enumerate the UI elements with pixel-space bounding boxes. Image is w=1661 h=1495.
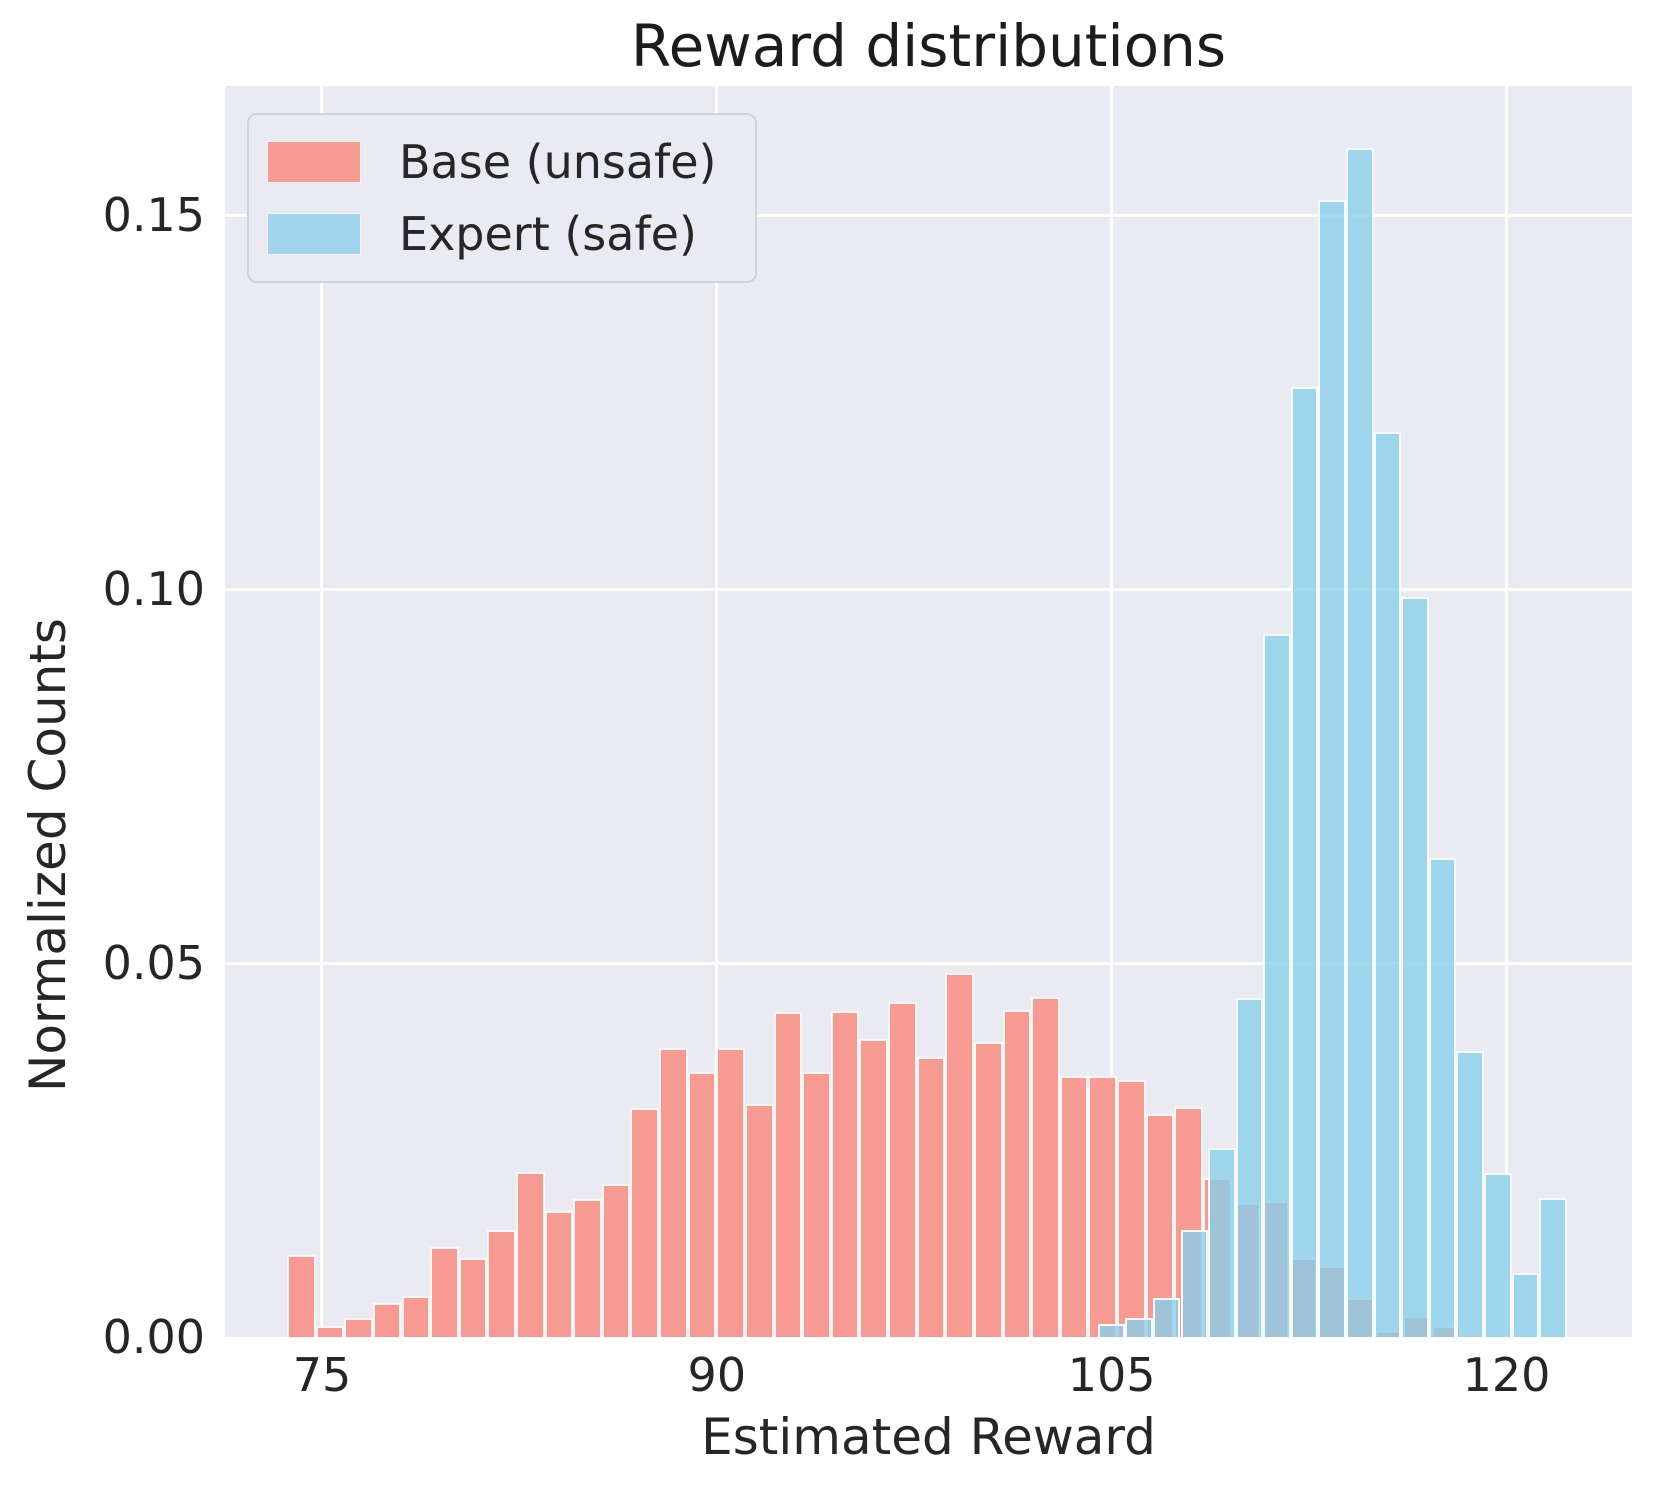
chart-title: Reward distributions bbox=[630, 12, 1227, 80]
legend-label-base: Base (unsafe) bbox=[399, 135, 717, 189]
histogram-bar-base bbox=[344, 1317, 373, 1337]
histogram-bar-base bbox=[430, 1246, 459, 1337]
histogram-bar-base bbox=[1088, 1075, 1118, 1337]
y-tick-label: 0.15 bbox=[102, 188, 205, 243]
histogram-bar-expert bbox=[1235, 998, 1264, 1337]
histogram-bar-expert bbox=[1290, 387, 1319, 1337]
legend-item-base: Base (unsafe) bbox=[267, 135, 717, 189]
base-series-swatch bbox=[267, 141, 361, 183]
histogram-bar-base bbox=[1031, 997, 1060, 1337]
legend-item-expert: Expert (safe) bbox=[267, 207, 717, 261]
y-tick-label: 0.05 bbox=[102, 936, 205, 990]
v-gridline bbox=[1505, 86, 1509, 1337]
histogram-bar-base bbox=[659, 1048, 688, 1337]
histogram-bar-expert bbox=[1152, 1298, 1181, 1337]
histogram-bar-base bbox=[401, 1295, 431, 1337]
histogram-bar-base bbox=[315, 1325, 345, 1337]
histogram-bar-expert bbox=[1346, 147, 1374, 1337]
y-tick-label: 0.10 bbox=[102, 562, 205, 617]
histogram-bar-expert bbox=[1456, 1051, 1484, 1337]
histogram-bar-base bbox=[1059, 1075, 1089, 1337]
histogram-bar-base bbox=[573, 1199, 602, 1337]
histogram-bar-base bbox=[1002, 1010, 1032, 1337]
histogram-bar-expert bbox=[1125, 1317, 1153, 1337]
h-gridline bbox=[225, 961, 1632, 965]
histogram-bar-expert bbox=[1539, 1197, 1567, 1337]
histogram-bar-expert bbox=[1263, 633, 1291, 1337]
y-axis-label: Normalized Counts bbox=[19, 618, 77, 1092]
histogram-bar-base bbox=[973, 1042, 1003, 1337]
x-tick-label: 120 bbox=[1462, 1348, 1551, 1402]
x-tick-label: 90 bbox=[687, 1348, 747, 1402]
histogram-bar-base bbox=[859, 1039, 889, 1337]
histogram-bar-base bbox=[1117, 1080, 1146, 1337]
histogram-bar-base bbox=[916, 1056, 946, 1337]
histogram-bar-expert bbox=[1318, 200, 1347, 1337]
histogram-bar-base bbox=[744, 1103, 774, 1337]
histogram-bar-base bbox=[601, 1184, 631, 1337]
legend-label-expert: Expert (safe) bbox=[399, 207, 697, 261]
histogram-bar-base bbox=[287, 1254, 316, 1337]
v-gridline bbox=[320, 86, 324, 1337]
histogram-bar-expert bbox=[1180, 1230, 1209, 1337]
histogram-bar-base bbox=[830, 1010, 860, 1337]
x-tick-label: 105 bbox=[1067, 1348, 1156, 1402]
h-gridline bbox=[225, 213, 1632, 217]
histogram-bar-expert bbox=[1097, 1323, 1126, 1337]
histogram-bar-base bbox=[516, 1172, 545, 1337]
legend: Base (unsafe) Expert (safe) bbox=[247, 113, 757, 283]
v-gridline bbox=[715, 86, 719, 1337]
x-axis-label: Estimated Reward bbox=[701, 1408, 1156, 1466]
histogram-bar-expert bbox=[1428, 858, 1457, 1337]
histogram-bar-base bbox=[773, 1012, 803, 1337]
histogram-bar-expert bbox=[1208, 1147, 1236, 1337]
histogram-bar-expert bbox=[1484, 1173, 1512, 1337]
histogram-bar-base bbox=[945, 972, 974, 1337]
histogram-bar-base bbox=[544, 1211, 574, 1337]
histogram-bar-expert bbox=[1373, 431, 1402, 1337]
histogram-bar-expert bbox=[1511, 1272, 1540, 1337]
histogram-bar-expert bbox=[1401, 596, 1429, 1337]
plot-area: Base (unsafe) Expert (safe) bbox=[225, 86, 1632, 1337]
expert-series-swatch bbox=[267, 213, 361, 255]
histogram-bar-base bbox=[802, 1072, 831, 1337]
histogram-bar-base bbox=[458, 1257, 488, 1337]
histogram-bar-base bbox=[372, 1302, 402, 1337]
histogram-bar-base bbox=[487, 1230, 516, 1337]
y-tick-label: 0.00 bbox=[102, 1310, 205, 1364]
h-gridline bbox=[225, 587, 1632, 591]
histogram-bar-base bbox=[888, 1001, 917, 1337]
histogram-bar-base bbox=[630, 1108, 660, 1337]
histogram-bar-base bbox=[687, 1072, 717, 1337]
histogram-bar-base bbox=[716, 1048, 745, 1337]
x-tick-label: 75 bbox=[292, 1348, 352, 1402]
v-gridline bbox=[1110, 86, 1114, 1337]
